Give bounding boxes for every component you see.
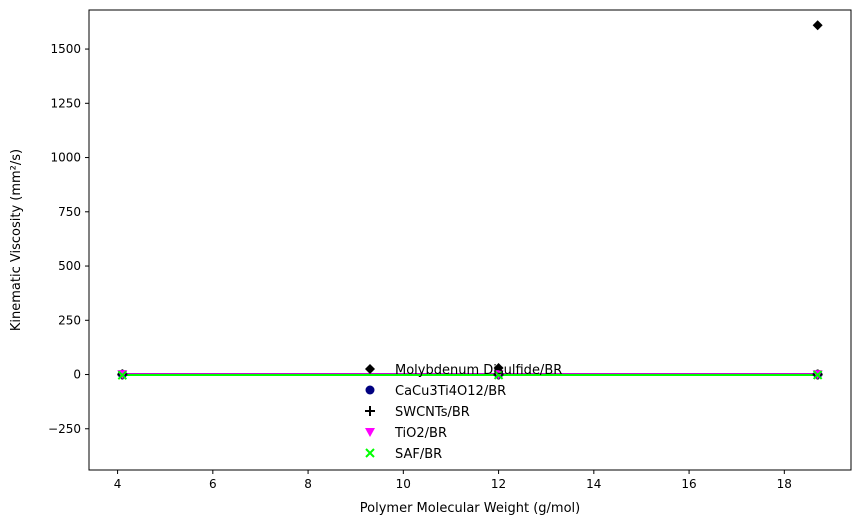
x-tick-label: 6 — [209, 477, 217, 491]
legend-label: Molybdenum Disulfide/BR — [395, 363, 562, 378]
plot-frame — [88, 9, 852, 471]
x-tick-label: 18 — [777, 477, 792, 491]
y-axis: −250 0 250 500 750 1000 1250 1500 — [48, 42, 89, 436]
legend-marker-2 — [365, 406, 375, 416]
x-tick-label: 16 — [681, 477, 696, 491]
legend-label: SWCNTs/BR — [395, 405, 470, 420]
data-point-series-0 — [812, 20, 823, 31]
y-tick-label: 1250 — [50, 96, 81, 110]
y-tick-label: 500 — [58, 259, 81, 273]
legend-label: CaCu3Ti4O12/BR — [395, 384, 506, 399]
x-tick-label: 14 — [586, 477, 601, 491]
data-point-series-4 — [493, 370, 504, 380]
y-tick-label: 1000 — [50, 151, 81, 165]
legend-marker-1 — [365, 385, 375, 395]
legend-label: SAF/BR — [395, 447, 442, 462]
x-axis-label: Polymer Molecular Weight (g/mol) — [360, 501, 580, 516]
legend-marker-3 — [365, 428, 375, 437]
plot-marks — [117, 20, 823, 380]
x-tick-label: 8 — [304, 477, 312, 491]
x-tick-label: 12 — [491, 477, 506, 491]
legend-marker-0 — [365, 364, 375, 374]
legend-label: TiO2/BR — [394, 426, 447, 441]
y-tick-label: 750 — [58, 205, 81, 219]
y-tick-label: 0 — [73, 368, 81, 382]
x-axis: 4 6 8 10 12 14 16 18 — [114, 470, 792, 491]
x-tick-label: 10 — [396, 477, 411, 491]
legend-marker-4 — [365, 448, 375, 458]
x-tick-label: 4 — [114, 477, 122, 491]
y-tick-label: −250 — [48, 422, 81, 436]
data-point-series-4 — [812, 370, 823, 380]
y-tick-label: 1500 — [50, 42, 81, 56]
y-axis-label: Kinematic Viscosity (mm²/s) — [9, 149, 24, 331]
legend: Molybdenum Disulfide/BR CaCu3Ti4O12/BR SWC… — [365, 363, 562, 462]
y-tick-label: 250 — [58, 313, 81, 327]
data-point-series-4 — [117, 370, 128, 380]
